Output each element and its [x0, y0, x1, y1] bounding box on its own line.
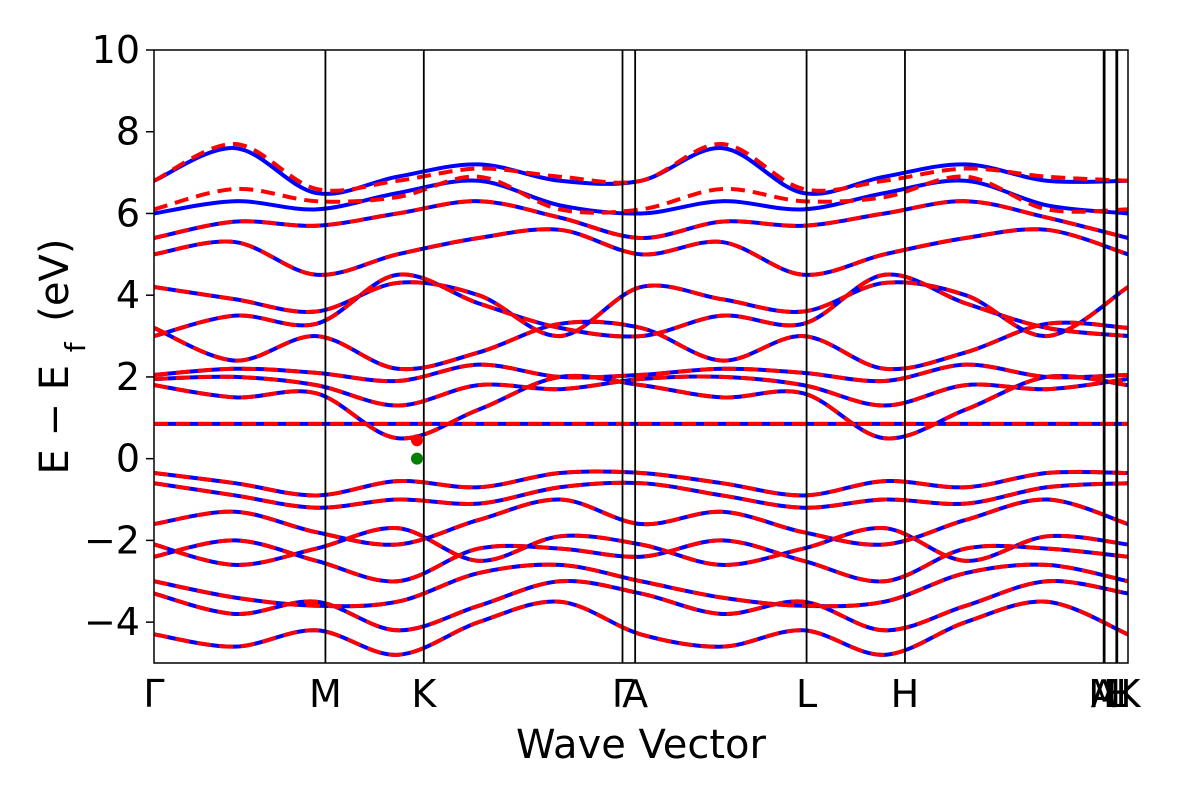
- band-line: [154, 146, 1128, 196]
- band-line: [154, 373, 1128, 441]
- x-tick-label: L: [796, 672, 817, 716]
- band-line: [154, 526, 1128, 567]
- band-line: [154, 599, 1128, 657]
- x-tick-label: M: [309, 672, 342, 716]
- band-line: [154, 174, 1128, 215]
- band-line: [154, 480, 1128, 510]
- band-line: [154, 280, 1128, 339]
- band-line: [154, 199, 1128, 240]
- y-axis-label: E − E f (eV): [32, 239, 92, 475]
- y-tick-label: −2: [84, 518, 140, 562]
- extremum-marker: [410, 452, 423, 465]
- band-line: [154, 178, 1128, 216]
- band-line: [154, 497, 1128, 547]
- y-tick-label: 6: [116, 191, 140, 235]
- x-tick-label: Γ: [143, 672, 164, 716]
- y-axis-label-sub: f: [59, 341, 92, 352]
- y-tick-label: 8: [116, 110, 140, 154]
- band-line: [154, 272, 1128, 339]
- x-tick-label: H: [891, 672, 920, 716]
- band-line: [154, 319, 1128, 372]
- x-axis-label: Wave Vector: [516, 722, 767, 768]
- x-tick-label: H: [1103, 672, 1132, 716]
- band-line: [154, 578, 1128, 633]
- y-axis-label-unit: (eV): [32, 239, 78, 322]
- markers-layer: [410, 434, 423, 465]
- x-tick-label: Γ: [612, 672, 633, 716]
- y-axis-ticks: −4 −2 0 2 4 6 8 10: [84, 28, 154, 644]
- band-line: [154, 469, 1128, 498]
- x-tick-label: L: [1106, 672, 1127, 716]
- y-tick-label: −4: [84, 600, 140, 644]
- x-tick-label: K: [411, 672, 437, 716]
- x-tick-label: M: [1088, 672, 1121, 716]
- band-line: [154, 362, 1128, 384]
- band-line: [154, 374, 1128, 408]
- y-tick-label: 0: [116, 437, 140, 481]
- band-line: [154, 141, 1128, 193]
- band-line: [154, 538, 1128, 584]
- plot-frame: [153, 49, 1129, 664]
- extremum-marker: [410, 434, 423, 447]
- y-tick-label: 2: [116, 355, 140, 399]
- band-line: [154, 599, 1128, 657]
- kpoint-lines: [324, 50, 1119, 663]
- band-line: [154, 562, 1128, 609]
- y-axis-label-base: E − E: [32, 365, 78, 475]
- x-tick-label: A: [622, 672, 648, 716]
- y-tick-label: 4: [116, 273, 140, 317]
- y-tick-label: 10: [92, 28, 140, 72]
- band-line: [154, 227, 1128, 277]
- x-tick-label: K: [1116, 672, 1142, 716]
- bands-layer: [154, 141, 1128, 657]
- band-line: [154, 199, 1128, 240]
- x-tick-label: A: [1091, 672, 1117, 716]
